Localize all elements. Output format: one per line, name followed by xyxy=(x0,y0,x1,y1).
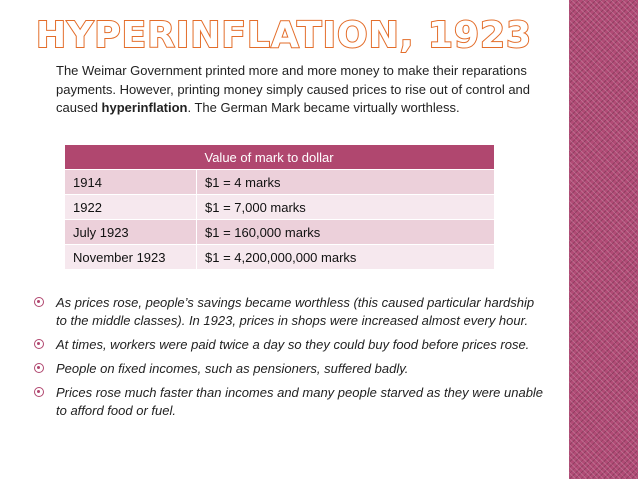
table-header-cell-value: Value of mark to dollar xyxy=(196,145,494,170)
bullet-text: At times, workers were paid twice a day … xyxy=(56,337,530,352)
circle-bullet-icon xyxy=(34,339,44,349)
circle-bullet-icon xyxy=(34,363,44,373)
table-header-cell-year xyxy=(65,145,197,170)
intro-bold-term: hyperinflation xyxy=(101,100,188,115)
intro-text-part1: The Weimar Government printed more and m… xyxy=(56,63,531,115)
slide-title: HYPERINFLATION, 1923 xyxy=(35,14,533,57)
list-item: People on fixed incomes, such as pension… xyxy=(34,360,544,378)
table-row: July 1923 $1 = 160,000 marks xyxy=(65,219,494,245)
intro-text-part2: . The German Mark became virtually worth… xyxy=(187,100,460,115)
table-header-row: Value of mark to dollar xyxy=(65,145,494,170)
intro-paragraph: The Weimar Government printed more and m… xyxy=(56,62,536,118)
decorative-sidebar xyxy=(569,0,638,479)
list-item: As prices rose, people’s savings became … xyxy=(34,294,544,330)
table-cell-value: $1 = 160,000 marks xyxy=(196,219,494,245)
table-cell-value: $1 = 4,200,000,000 marks xyxy=(196,244,494,270)
table-cell-value: $1 = 4 marks xyxy=(196,169,494,195)
bullet-text: People on fixed incomes, such as pension… xyxy=(56,361,409,376)
table-cell-date: November 1923 xyxy=(65,244,197,270)
bullet-text: As prices rose, people’s savings became … xyxy=(56,295,535,328)
bullet-text: Prices rose much faster than incomes and… xyxy=(56,385,544,418)
table-cell-date: 1914 xyxy=(65,169,197,195)
list-item: At times, workers were paid twice a day … xyxy=(34,336,544,354)
table-cell-date: July 1923 xyxy=(65,219,197,245)
table-cell-value: $1 = 7,000 marks xyxy=(196,194,494,220)
mark-value-table: Value of mark to dollar 1914 $1 = 4 mark… xyxy=(65,145,494,270)
table-row: 1922 $1 = 7,000 marks xyxy=(65,194,494,220)
table-row: 1914 $1 = 4 marks xyxy=(65,169,494,195)
bullet-list: As prices rose, people’s savings became … xyxy=(34,294,544,426)
table-row: November 1923 $1 = 4,200,000,000 marks xyxy=(65,244,494,270)
list-item: Prices rose much faster than incomes and… xyxy=(34,384,544,420)
circle-bullet-icon xyxy=(34,387,44,397)
circle-bullet-icon xyxy=(34,297,44,307)
table-cell-date: 1922 xyxy=(65,194,197,220)
